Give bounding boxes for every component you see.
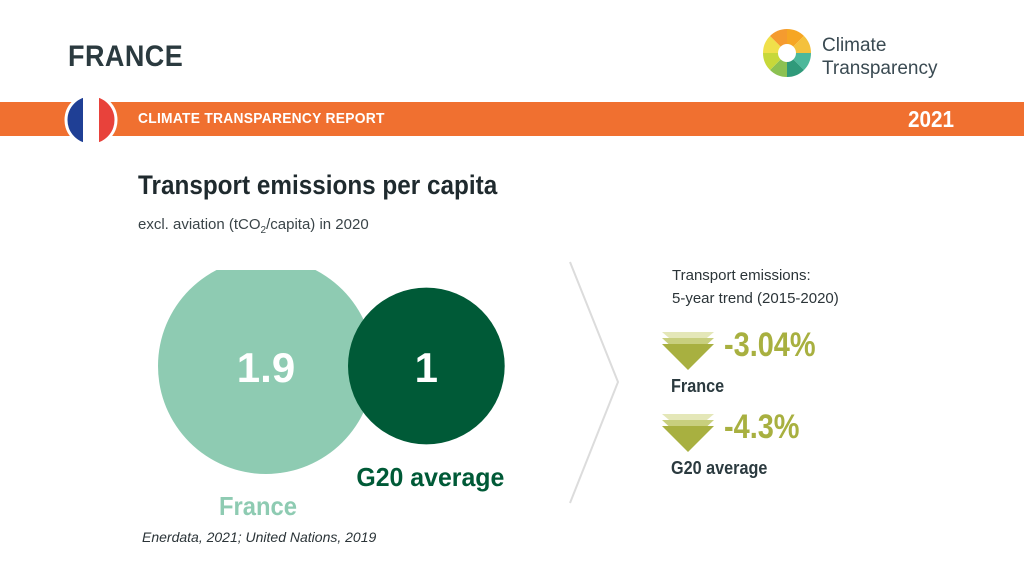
report-year: 2021	[908, 106, 955, 132]
category-label: France	[219, 491, 297, 521]
down-triangle-icon	[662, 414, 714, 452]
logo-mark-icon	[762, 28, 812, 78]
logo-text-line1: Climate	[822, 35, 887, 56]
subtitle-sub: 2	[260, 225, 267, 236]
bubble-g20	[348, 287, 505, 445]
trend-heading-line2: 5-year trend (2015-2020)	[672, 290, 839, 307]
bubble-chart: 1.9 1 France G20 average	[158, 270, 505, 521]
trend-value: -3.04%	[724, 326, 816, 364]
report-banner	[0, 102, 1024, 136]
trend-heading-line1: Transport emissions:	[672, 267, 811, 284]
chart-title: Transport emissions per capita	[138, 170, 498, 200]
bubble-value-label: 1	[415, 344, 438, 391]
trend-item-g20: -4.3% G20 average	[660, 408, 960, 482]
trend-heading: Transport emissions: 5-year trend (2015-…	[672, 264, 839, 310]
banner-title: CLIMATE TRANSPARENCY REPORT	[138, 110, 385, 127]
trend-label: G20 average	[671, 458, 768, 478]
logo-text: Climate Transparency	[822, 34, 937, 80]
bubble-france	[158, 270, 374, 474]
subtitle-pre: excl. aviation (tCO	[138, 216, 261, 233]
trend-value: -4.3%	[724, 408, 800, 446]
climate-transparency-logo	[760, 26, 970, 86]
logo-text-line2: Transparency	[822, 58, 938, 79]
trend-item-france: -3.04% France	[660, 326, 960, 400]
chart-subtitle: excl. aviation (tCO2/capita) in 2020	[138, 216, 369, 236]
trend-label: France	[671, 376, 725, 396]
category-label: G20 average	[356, 462, 504, 492]
country-title: FRANCE	[68, 40, 184, 73]
france-flag-icon	[64, 93, 118, 147]
down-triangle-icon	[662, 332, 714, 370]
source-note: Enerdata, 2021; United Nations, 2019	[142, 529, 377, 545]
subtitle-post: /capita) in 2020	[266, 216, 369, 233]
chevron-divider	[569, 261, 620, 504]
bubble-value-label: 1.9	[237, 344, 295, 391]
